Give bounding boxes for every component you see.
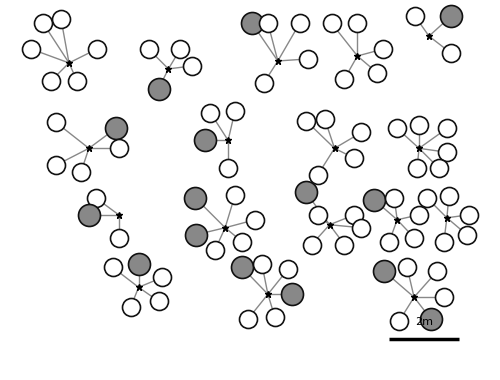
Point [415, 122, 423, 128]
Point [52, 162, 60, 168]
Point [443, 149, 451, 155]
Point [192, 195, 200, 201]
Point [231, 192, 239, 198]
Point [188, 63, 196, 69]
Point [201, 137, 209, 143]
Point [358, 129, 366, 135]
Point [465, 212, 473, 218]
Point [248, 20, 256, 26]
Point [435, 165, 443, 171]
Point [260, 80, 268, 86]
Point [302, 117, 310, 124]
Point [206, 109, 214, 116]
Point [176, 46, 184, 52]
Point [126, 304, 134, 310]
Point [154, 86, 162, 92]
Point [314, 172, 322, 178]
Point [395, 318, 403, 324]
Point [296, 20, 304, 26]
Point [288, 291, 296, 297]
Point [154, 298, 162, 304]
Point [443, 125, 451, 131]
Point [440, 294, 448, 300]
Point [447, 13, 455, 19]
Point [410, 234, 418, 241]
Point [85, 212, 93, 218]
Point [308, 242, 316, 248]
Point [340, 242, 348, 248]
Point [370, 197, 378, 203]
Point [271, 314, 279, 320]
Point [224, 165, 232, 171]
Point [134, 261, 142, 268]
Point [320, 116, 328, 122]
Point [144, 46, 152, 52]
Point [158, 274, 166, 280]
Point [411, 13, 419, 19]
Point [463, 232, 471, 238]
Point [340, 76, 348, 82]
Point [393, 125, 401, 131]
Point [390, 195, 398, 201]
Point [39, 20, 47, 26]
Point [211, 247, 219, 253]
Point [258, 261, 266, 268]
Point [284, 266, 292, 272]
Point [445, 193, 453, 199]
Point [264, 20, 272, 26]
Point [52, 119, 60, 125]
Point [114, 234, 122, 241]
Point [93, 46, 101, 52]
Point [57, 16, 65, 22]
Point [251, 217, 259, 223]
Point [380, 268, 388, 274]
Point [413, 165, 421, 171]
Point [238, 264, 246, 271]
Point [302, 189, 310, 195]
Point [77, 169, 85, 175]
Point [447, 50, 455, 56]
Point [112, 125, 120, 131]
Point [403, 264, 411, 271]
Point [350, 212, 358, 218]
Point [423, 195, 431, 201]
Point [314, 212, 322, 218]
Point [433, 268, 441, 274]
Point [244, 316, 252, 322]
Point [358, 225, 366, 231]
Point [440, 239, 448, 245]
Point [109, 264, 117, 271]
Point [192, 232, 200, 238]
Point [27, 46, 35, 52]
Point [427, 316, 435, 322]
Point [354, 20, 362, 26]
Point [92, 195, 100, 201]
Point [231, 108, 239, 114]
Text: 2m: 2m [415, 317, 433, 327]
Point [380, 46, 388, 52]
Point [385, 239, 393, 245]
Point [238, 239, 246, 245]
Point [114, 145, 122, 151]
Point [304, 56, 312, 62]
Point [328, 20, 336, 26]
Point [374, 70, 382, 76]
Point [47, 78, 55, 84]
Point [350, 155, 358, 161]
Point [415, 212, 423, 218]
Point [73, 78, 81, 84]
